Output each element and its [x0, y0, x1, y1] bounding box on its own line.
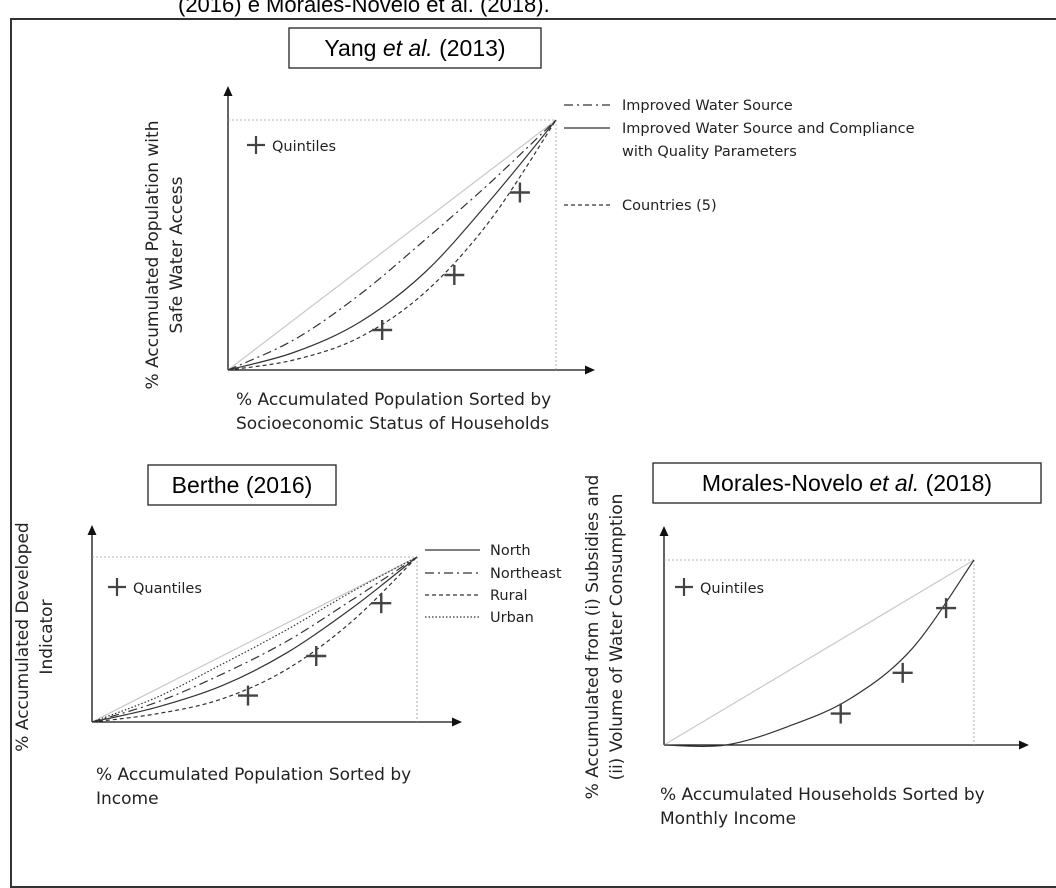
x-axis-label-line-0: % Accumulated Population Sorted by — [236, 390, 551, 410]
chart-title: Yang et al. (2013) — [324, 35, 505, 61]
y-axis-label-line-1: Indicator — [37, 599, 57, 674]
x-axis-label: % Accumulated Population Sorted by Income — [96, 765, 411, 809]
chart-title: Berthe (2016) — [172, 472, 313, 498]
legend-label-1: Improved Water Source and Compliance with… — [622, 121, 915, 160]
x-axis-label: % Accumulated Households Sorted by Monthl… — [660, 785, 985, 829]
x-axis-arrow — [585, 365, 595, 375]
x-axis-label-line-0: % Accumulated Population Sorted by — [96, 765, 411, 785]
legend-label-1: Northeast — [490, 566, 562, 582]
series-curve-rural — [91, 556, 418, 723]
chart-title-italic: et al. — [869, 470, 919, 496]
equality-line — [663, 559, 975, 746]
chart-title-box — [652, 462, 1042, 504]
marker-legend-label: Quantiles — [133, 581, 202, 597]
y-axis-arrow — [223, 86, 233, 96]
x-axis-arrow — [452, 717, 462, 727]
caption-text: (2016) e Morales-Novelo et al. (2018). — [178, 0, 550, 17]
y-axis-label: % Accumulated from (i) Subsidies and (ii)… — [583, 475, 627, 800]
y-axis-label: % Accumulated Developed Indicator — [13, 522, 57, 751]
series-curve-urban — [91, 556, 418, 723]
x-axis-label-line-0: % Accumulated Households Sorted by — [660, 785, 985, 805]
legend-label-0: North — [490, 543, 531, 559]
y-axis-label-line-1: (ii) Volume of Water Consumption — [607, 494, 627, 781]
series-curve-countries-5- — [227, 119, 557, 371]
series-curve-improved-water-source — [227, 119, 557, 371]
x-axis-label: % Accumulated Population Sorted by Socioe… — [236, 390, 551, 434]
marker-legend-label: Quintiles — [700, 581, 764, 597]
x-axis-label-line-1: Socioeconomic Status of Households — [236, 414, 549, 434]
x-axis-arrow — [1019, 740, 1029, 750]
y-axis-label-line-1: Safe Water Access — [167, 176, 187, 333]
chart-title-box — [147, 464, 337, 506]
legend-label-1-line-0: Improved Water Source and Compliance — [622, 121, 915, 137]
y-axis-arrow — [659, 526, 669, 536]
series-curve-northeast — [91, 556, 418, 723]
marker-legend-label: Quintiles — [272, 139, 336, 155]
figure-caption-fragment: (2016) e Morales-Novelo et al. (2018). — [178, 0, 550, 18]
chart-morales: Morales-Novelo et al. (2018) Quintiles % A… — [583, 462, 1042, 829]
y-axis-label-line-0: % Accumulated Developed — [13, 522, 33, 751]
equality-line — [227, 119, 557, 371]
chart-yang: Yang et al. (2013) Quintiles Improved Wate… — [143, 27, 915, 434]
chart-berthe: Berthe (2016) Quantiles North Northeast Rura… — [13, 464, 562, 809]
legend-label-3: Urban — [490, 610, 534, 626]
chart-title-suffix: (2013) — [433, 35, 506, 61]
chart-title-box — [288, 27, 542, 69]
legend-label-2: Rural — [490, 588, 528, 604]
chart-title-italic: et al. — [383, 35, 433, 61]
chart-title: Morales-Novelo et al. (2018) — [702, 470, 992, 496]
x-axis-label-line-1: Income — [96, 789, 159, 809]
series-curve-improved-water-source-and-compliance-with-quality-parameters — [227, 119, 557, 371]
series-curve-0 — [663, 559, 975, 747]
y-axis-label-line-0: % Accumulated Population with — [143, 121, 163, 390]
legend-label-1-line-1: with Quality Parameters — [622, 144, 797, 160]
series-curve-north — [91, 556, 418, 723]
legend-label-0: Improved Water Source — [622, 98, 793, 114]
x-axis-label-line-1: Monthly Income — [660, 809, 796, 829]
y-axis-label: % Accumulated Population with Safe Water … — [143, 121, 187, 390]
chart-title-suffix: (2018) — [919, 470, 992, 496]
y-axis-label-line-0: % Accumulated from (i) Subsidies and — [583, 475, 603, 800]
chart-title-prefix: Berthe (2016) — [172, 472, 313, 498]
chart-title-prefix: Morales-Novelo — [702, 470, 869, 496]
equality-line — [91, 556, 418, 723]
y-axis-arrow — [87, 525, 97, 535]
chart-title-prefix: Yang — [324, 35, 382, 61]
legend-label-2: Countries (5) — [622, 198, 717, 214]
